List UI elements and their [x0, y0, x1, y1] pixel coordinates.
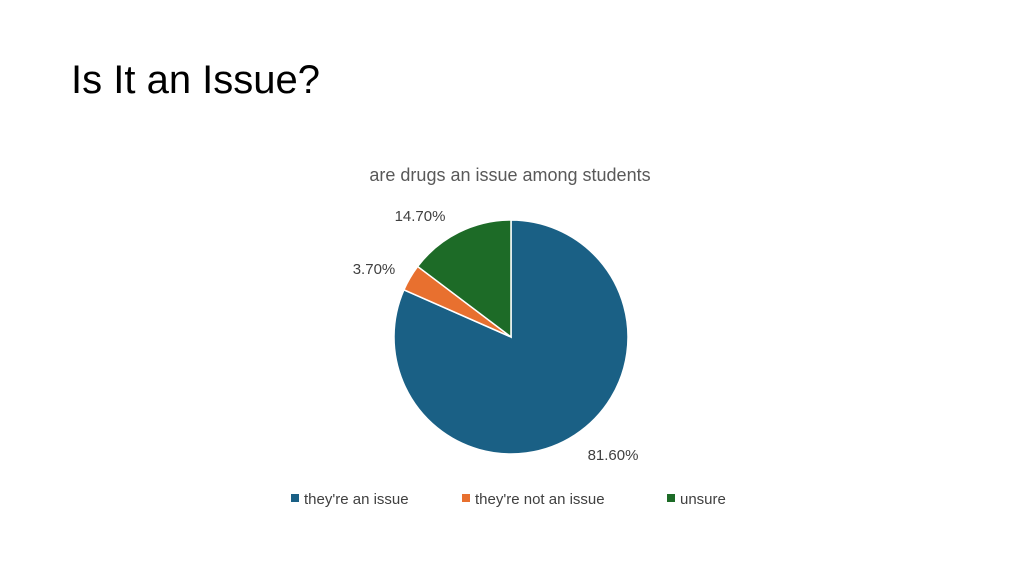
pie-slice-2: [416, 219, 512, 339]
pie-slices: [393, 219, 629, 455]
chart-title: are drugs an issue among students: [369, 165, 650, 185]
data-labels: 81.60% 3.70% 14.70%: [353, 208, 639, 464]
legend-item-0: they're an issue: [291, 491, 409, 508]
legend-item-2: unsure: [667, 491, 726, 508]
data-label-2: 14.70%: [395, 208, 446, 225]
slide-title: Is It an Issue?: [71, 58, 321, 102]
legend-label-2: unsure: [680, 491, 726, 508]
legend-swatch-0: [291, 494, 299, 502]
data-label-1: 3.70%: [353, 261, 396, 278]
data-label-0: 81.60%: [588, 447, 639, 464]
legend-label-0: they're an issue: [304, 491, 409, 508]
legend-swatch-1: [462, 494, 470, 502]
legend-swatch-2: [667, 494, 675, 502]
legend-item-1: they're not an issue: [462, 491, 605, 508]
legend: they're an issue they're not an issue unsu…: [291, 491, 726, 508]
legend-label-1: they're not an issue: [475, 491, 605, 508]
